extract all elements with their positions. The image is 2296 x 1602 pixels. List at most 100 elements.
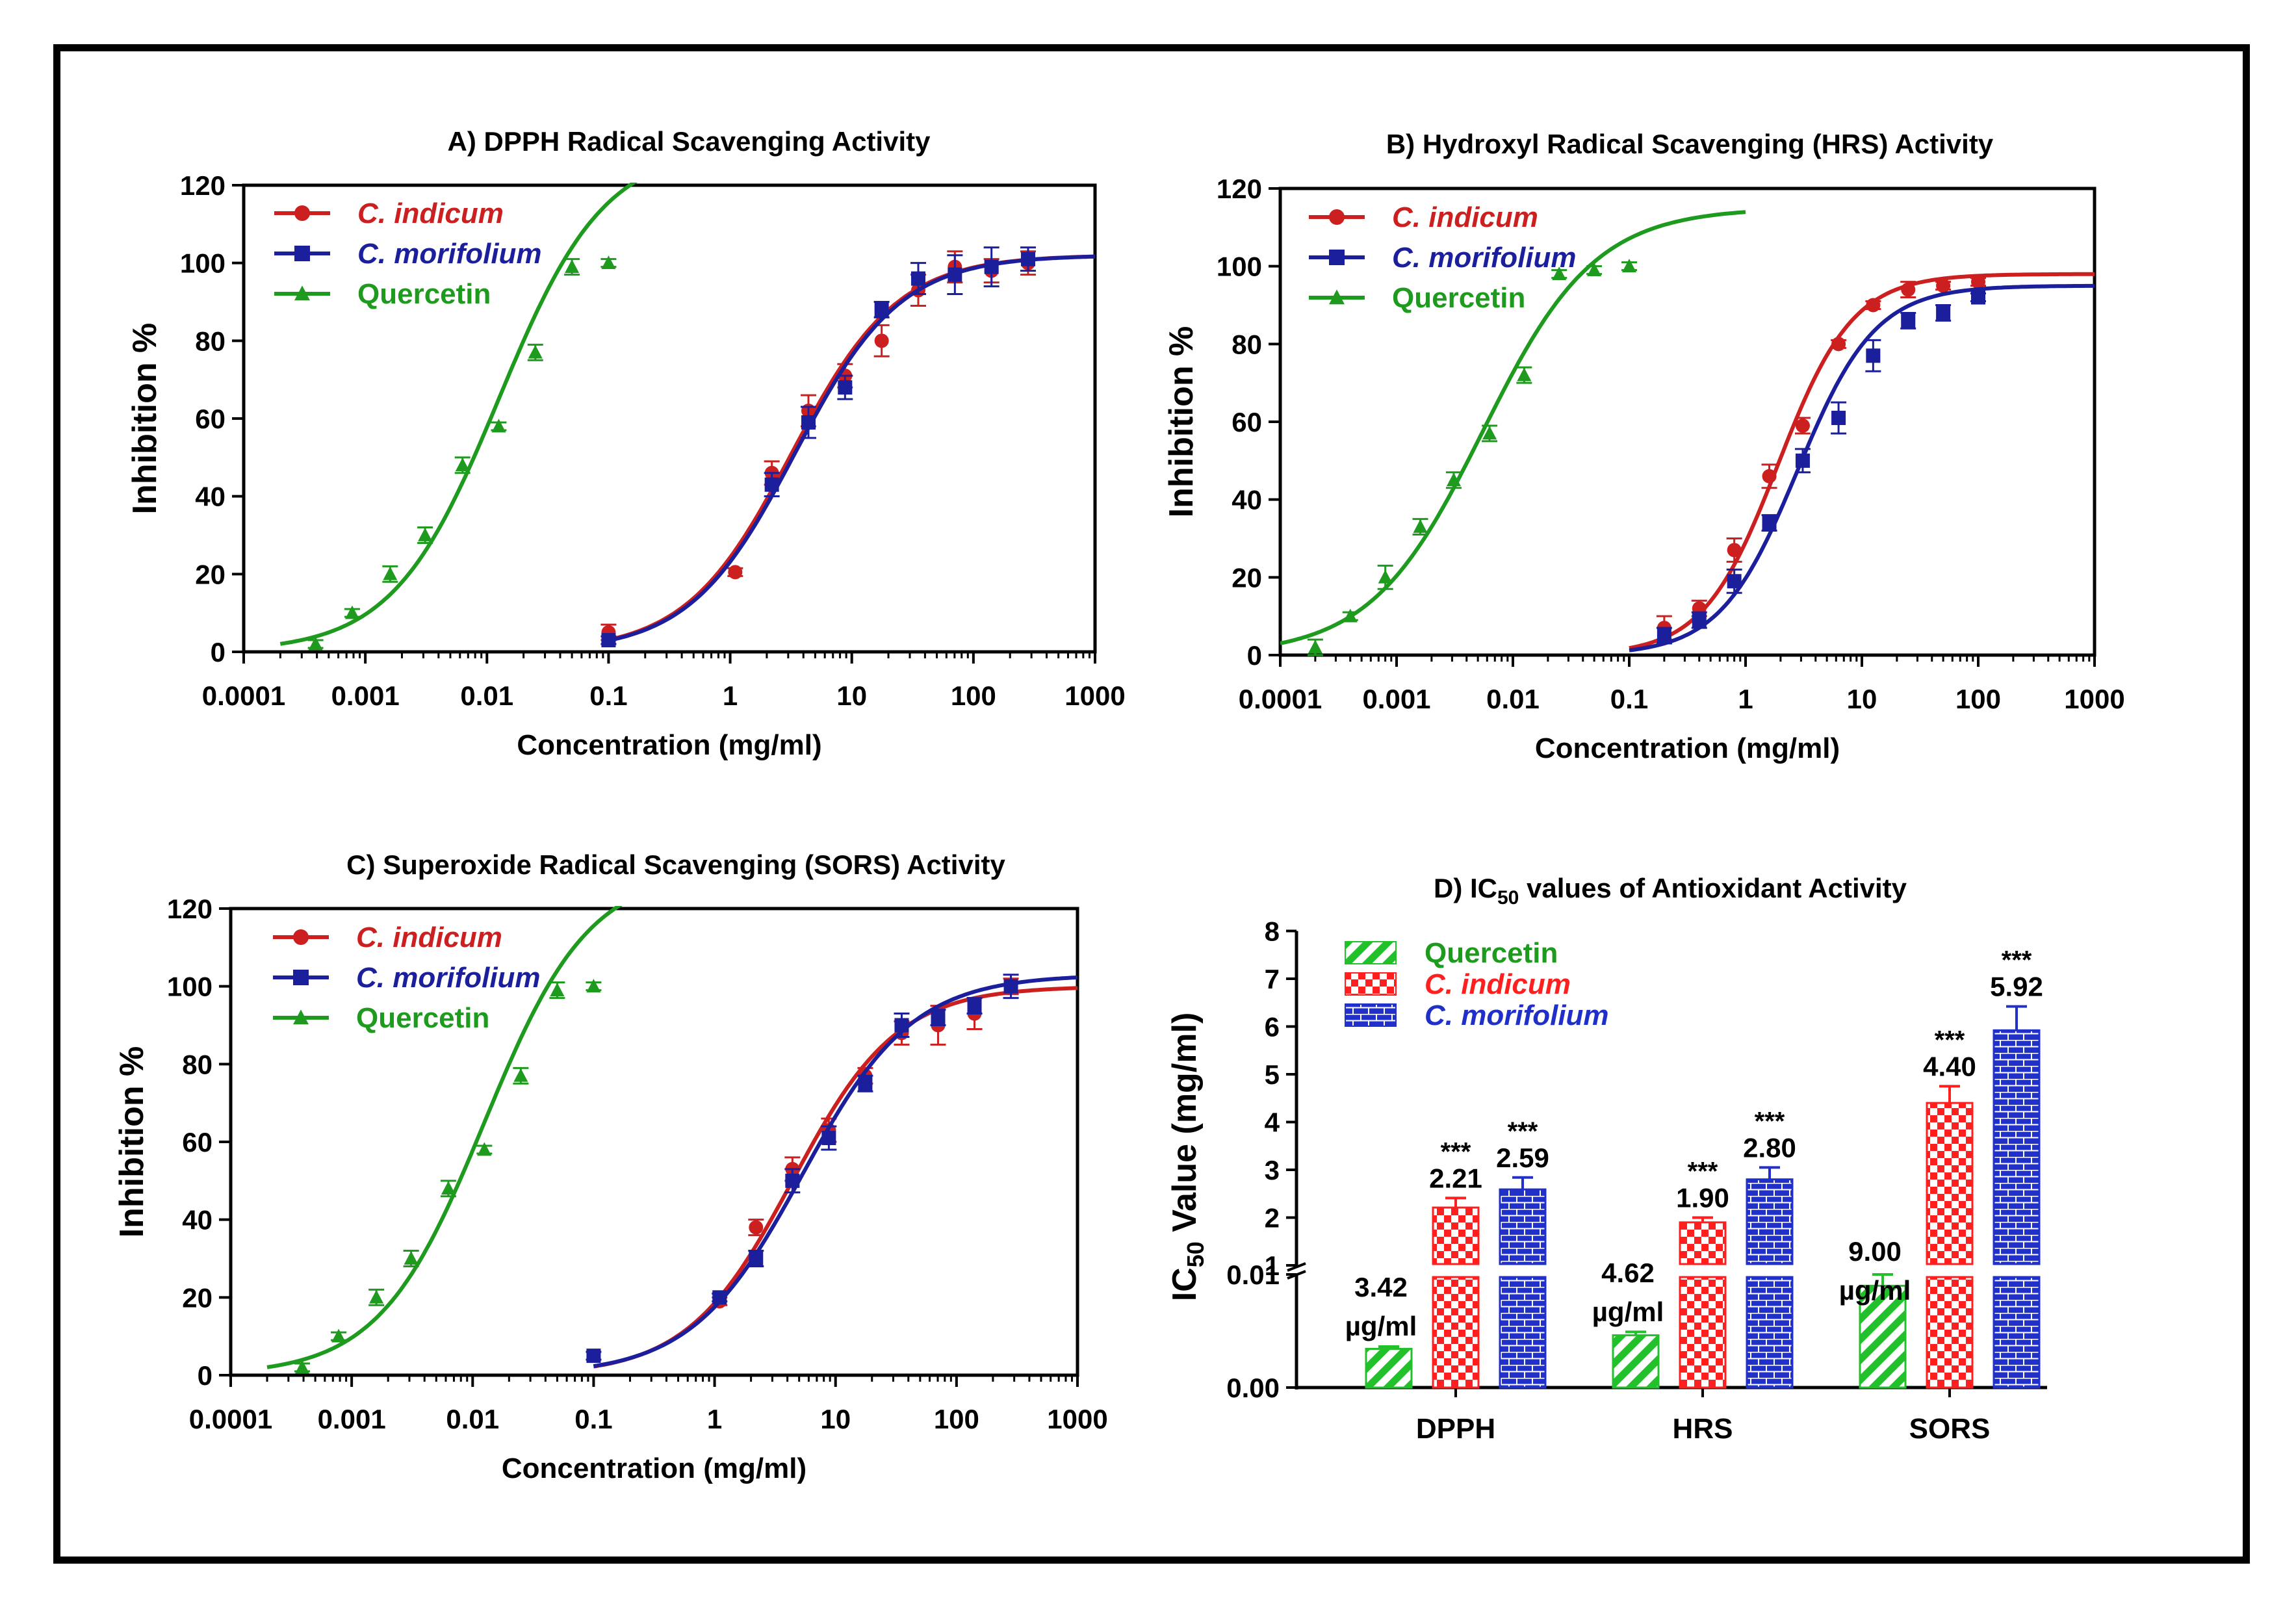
legend-label: Quercetin [357,278,491,310]
bar-lower [1679,1276,1727,1389]
data-point [749,1220,764,1235]
y-tick-label: 0 [211,637,226,667]
legend-label: C. indicum [357,198,504,229]
x-tick-label: HRS [1673,1413,1733,1445]
significance-label: *** [1755,1107,1785,1135]
value-label: 4.62 [1601,1258,1655,1288]
x-tick-label: 0.001 [318,1404,386,1434]
data-point [728,565,743,580]
y-tick-label: 60 [195,404,226,434]
data-point [712,1290,727,1305]
value-label: 5.92 [1990,972,2043,1002]
value-label: 1.90 [1676,1183,1729,1213]
x-tick-label: 0.0001 [1239,684,1322,714]
legend-marker [293,970,309,985]
data-point [1343,608,1358,623]
y-tick-label: 0 [198,1360,213,1391]
panel-c-sors: C) Superoxide Radical Scavenging (SORS) … [113,849,1108,1484]
x-tick-label: 1000 [1064,680,1125,711]
legend-marker [293,929,309,945]
data-point [984,259,999,274]
legend-marker [1329,209,1345,225]
legend-label: C. indicum [1392,201,1538,233]
y-tick-label: 2 [1265,1203,1280,1234]
significance-label: *** [2002,946,2032,975]
x-axis-label: Concentration (mg/ml) [1535,732,1840,764]
x-tick-label: 1 [1738,684,1753,714]
data-point [1692,613,1707,628]
series-c--morifolium [600,246,1095,648]
y-tick-label: 0.00 [1226,1373,1280,1403]
x-tick-label: 0.01 [446,1404,499,1434]
chart-title: B) Hydroxyl Radical Scavenging (HRS) Act… [1386,129,1994,159]
y-tick-label: 80 [182,1049,213,1079]
bar-series-c--morifolium: 2.59***2.80***5.92*** [1496,946,2043,1389]
y-tick-label: 8 [1265,916,1280,947]
x-tick-label: 0.001 [331,680,400,711]
y-tick-label: 20 [1232,562,1262,593]
data-point [1482,426,1497,440]
y-tick-label: 60 [1232,407,1262,437]
y-tick-label: 20 [182,1282,213,1313]
data-point [910,271,925,286]
chart-title: A) DPPH Radical Scavenging Activity [448,126,931,157]
ylabel-prefix: IC [1166,1267,1204,1301]
value-label: 2.21 [1429,1163,1482,1193]
x-tick-label: SORS [1909,1413,1991,1445]
y-axis-label: IC50 Value (mg/ml) [1166,1013,1209,1302]
x-tick-label: 0.1 [574,1404,612,1434]
y-tick-label: 100 [1217,252,1262,282]
data-point [801,415,816,430]
x-tick-label: 1000 [2064,684,2124,714]
x-tick-label: 0.01 [1486,684,1540,714]
value-label: 4.40 [1923,1051,1976,1081]
y-tick-label: 80 [1232,329,1262,359]
data-point [1831,411,1846,426]
data-point [1866,298,1881,313]
x-tick-label: 100 [951,680,996,711]
data-point [331,1328,346,1343]
data-point [874,302,889,317]
legend-swatch [1345,1003,1397,1027]
bar [1859,1284,1907,1389]
unit-label: µg/ml [1839,1275,1911,1306]
data-point [586,979,601,993]
data-point [1795,453,1810,468]
data-point [1308,640,1322,654]
data-point [308,636,323,651]
legend-label: C. indicum [1425,968,1571,1000]
data-point [1866,348,1881,363]
bar-lower [1499,1276,1547,1389]
data-point [1762,515,1777,530]
fit-curve [1629,283,2095,652]
series-quercetin [1280,210,1746,656]
y-tick-label: 60 [182,1127,213,1157]
legend-marker [1329,250,1345,265]
data-point [513,1068,528,1082]
data-point [1413,519,1428,533]
bar-upper [1926,1102,1974,1265]
fit-curve [279,183,638,646]
x-tick-label: DPPH [1416,1413,1495,1445]
data-point [764,477,779,492]
series-quercetin [279,183,638,651]
data-point [477,1142,492,1156]
x-tick-label: 0.0001 [189,1404,272,1434]
y-tick-label: 0 [1247,640,1262,671]
data-point [418,527,433,541]
x-tick-label: 0.01 [460,680,513,711]
x-axis-label: Concentration (mg/ml) [517,729,821,761]
data-point [1901,313,1916,328]
y-tick-label: 40 [1232,485,1262,515]
x-tick-label: 1 [707,1404,722,1434]
legend-label: C. morifolium [1392,242,1577,274]
bar-upper [1993,1029,2041,1265]
legend-label: C. morifolium [356,962,541,994]
data-point [491,419,506,433]
y-axis-label: Inhibition % [113,1046,151,1238]
bar-lower [1993,1276,2041,1389]
significance-label: *** [1508,1117,1538,1146]
legend-label: Quercetin [1425,937,1558,969]
data-point [1378,569,1393,584]
